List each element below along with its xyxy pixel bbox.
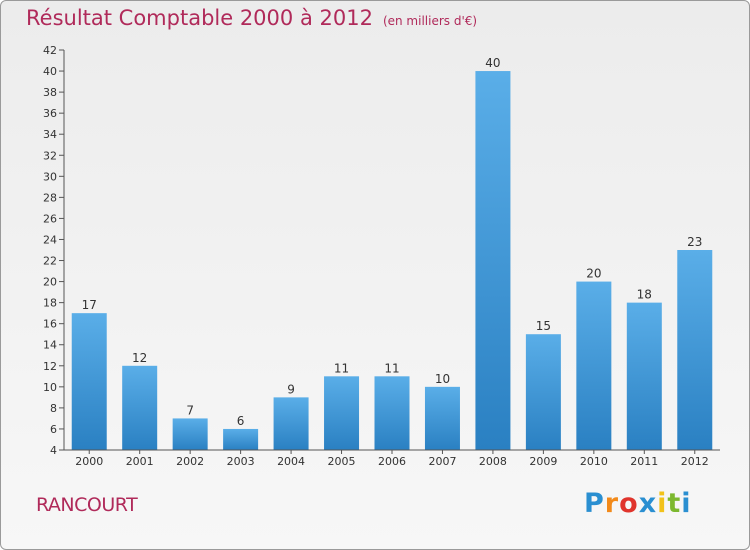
y-tick-label: 18 bbox=[43, 297, 57, 310]
logo-letter: r bbox=[604, 488, 620, 519]
x-tick-label: 2011 bbox=[630, 455, 658, 468]
bar-value-label: 7 bbox=[186, 403, 194, 417]
bar-2012 bbox=[677, 250, 713, 450]
x-tick-label: 2007 bbox=[428, 455, 456, 468]
bar-value-label: 9 bbox=[287, 382, 295, 396]
y-tick-label: 38 bbox=[43, 86, 57, 99]
y-tick-label: 6 bbox=[50, 423, 57, 436]
bar-value-label: 20 bbox=[586, 267, 601, 281]
y-tick-label: 16 bbox=[43, 318, 57, 331]
x-tick-label: 2004 bbox=[277, 455, 305, 468]
bar-value-label: 15 bbox=[536, 319, 551, 333]
bar-2005 bbox=[324, 376, 360, 450]
y-tick-label: 32 bbox=[43, 149, 57, 162]
x-tick-label: 2002 bbox=[176, 455, 204, 468]
x-tick-label: 2006 bbox=[378, 455, 406, 468]
logo-letter: P bbox=[584, 488, 605, 519]
bar-2009 bbox=[525, 334, 561, 450]
x-tick-label: 2010 bbox=[580, 455, 608, 468]
y-tick-label: 24 bbox=[43, 233, 57, 246]
logo-letter: i bbox=[681, 488, 692, 519]
y-tick-label: 26 bbox=[43, 212, 57, 225]
y-tick-label: 30 bbox=[43, 170, 57, 183]
logo-letter: i bbox=[657, 488, 668, 519]
bar-2001 bbox=[122, 365, 158, 450]
logo-letter: t bbox=[667, 488, 682, 519]
bar-value-label: 23 bbox=[687, 235, 702, 249]
bar-2004 bbox=[273, 397, 309, 450]
x-tick-label: 2008 bbox=[479, 455, 507, 468]
y-tick-label: 4 bbox=[50, 444, 57, 457]
y-tick-label: 12 bbox=[43, 360, 57, 373]
y-axis: 4 6 8 10 12 14 16 18 20 22 24 26 28 30 32 34 36 38 40 42 bbox=[43, 44, 65, 457]
y-tick-label: 40 bbox=[43, 65, 57, 78]
bar-2000 bbox=[71, 313, 107, 450]
chart-title-text: Résultat Comptable 2000 à 2012 bbox=[26, 6, 373, 30]
chart-title: Résultat Comptable 2000 à 2012 (en millie… bbox=[26, 6, 477, 30]
bar-2006 bbox=[374, 376, 410, 450]
x-tick-label: 2005 bbox=[328, 455, 356, 468]
y-tick-label: 34 bbox=[43, 128, 57, 141]
place-name: RANCOURT bbox=[36, 494, 138, 516]
y-tick-label: 42 bbox=[43, 44, 57, 57]
bar-2008 bbox=[475, 71, 511, 450]
bar-value-label: 18 bbox=[637, 288, 652, 302]
bar-2002 bbox=[172, 418, 208, 450]
bar-2007 bbox=[424, 386, 460, 450]
bar-value-label: 40 bbox=[485, 56, 500, 70]
y-tick-label: 28 bbox=[43, 191, 57, 204]
bar-value-label: 6 bbox=[237, 414, 245, 428]
y-tick-label: 36 bbox=[43, 107, 57, 120]
bar-value-label: 11 bbox=[384, 361, 399, 375]
x-tick-label: 2003 bbox=[227, 455, 255, 468]
y-tick-label: 20 bbox=[43, 276, 57, 289]
y-tick-label: 10 bbox=[43, 381, 57, 394]
proxiti-logo: Proxiti bbox=[584, 488, 692, 519]
x-tick-label: 2000 bbox=[75, 455, 103, 468]
bar-value-label: 17 bbox=[82, 298, 97, 312]
bar-2010 bbox=[576, 281, 612, 450]
x-axis: 2000 2001 2002 2003 2004 2005 2006 2007 2008 2009… bbox=[64, 449, 720, 468]
y-tick-label: 22 bbox=[43, 255, 57, 268]
logo-letter: o bbox=[619, 488, 639, 519]
chart-subtitle: (en milliers d'€) bbox=[382, 14, 478, 28]
bar-value-label: 12 bbox=[132, 351, 147, 365]
y-tick-label: 14 bbox=[43, 339, 57, 352]
x-tick-label: 2009 bbox=[529, 455, 557, 468]
x-tick-label: 2012 bbox=[681, 455, 709, 468]
bar-2003 bbox=[223, 428, 259, 450]
bar-value-label: 10 bbox=[435, 372, 450, 386]
x-tick-label: 2001 bbox=[126, 455, 154, 468]
y-tick-label: 8 bbox=[50, 402, 57, 415]
logo-letter: x bbox=[638, 488, 658, 519]
bar-value-label: 11 bbox=[334, 361, 349, 375]
bars-group: 17 12 7 6 9 11 11 10 40 15 20 18 23 bbox=[71, 56, 713, 450]
bar-2011 bbox=[626, 302, 662, 450]
